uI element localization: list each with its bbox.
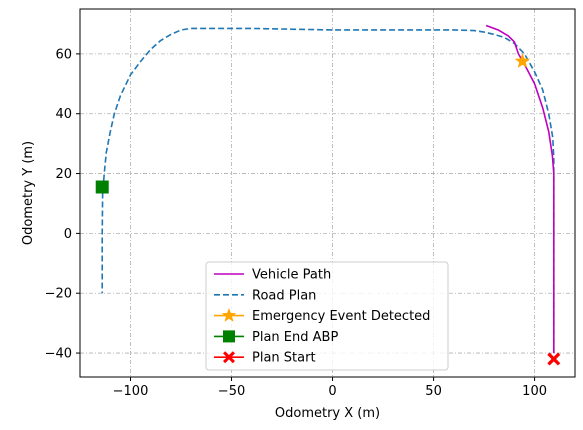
x-tick-label: 100 <box>522 384 547 399</box>
x-tick-label: 0 <box>328 384 336 399</box>
y-tick-label: 40 <box>55 107 72 122</box>
x-axis-label: Odometry X (m) <box>275 406 380 421</box>
legend-label: Plan Start <box>252 351 316 366</box>
x-tick-label: −100 <box>113 384 149 399</box>
plan-end-abp-marker <box>95 180 109 194</box>
legend-marker <box>223 330 235 343</box>
y-axis-ticks: −40 −20 0 20 40 60 <box>45 47 80 362</box>
legend-label: Emergency Event Detected <box>252 309 430 324</box>
y-tick-label: 0 <box>64 227 72 242</box>
legend-entry-plan-start: Plan Start <box>214 351 316 366</box>
vehicle-path-line <box>485 24 555 354</box>
legend-entry-vehicle-path: Vehicle Path <box>214 268 331 283</box>
legend-entry-road-plan: Road Plan <box>214 288 316 303</box>
plan-start-marker <box>547 352 561 366</box>
y-axis-label: Odometry Y (m) <box>21 141 36 245</box>
legend: Vehicle Path Road Plan Emergency Event Det… <box>205 261 449 371</box>
legend-marker <box>221 307 237 322</box>
legend-label: Road Plan <box>252 288 316 303</box>
y-tick-label: −20 <box>45 287 72 302</box>
axes-frame <box>79 8 576 378</box>
x-axis-ticks: −100 −50 0 50 100 <box>113 377 547 399</box>
y-tick-label: −40 <box>45 347 72 362</box>
y-tick-label: 20 <box>55 167 72 182</box>
x-tick-label: 50 <box>425 384 442 399</box>
legend-entry-emergency-event-detected: Emergency Event Detected <box>214 307 430 324</box>
emergency-event-detected-marker <box>514 53 531 69</box>
legend-marker <box>223 351 235 364</box>
x-tick-label: −50 <box>218 384 245 399</box>
road-plan-line <box>101 27 555 354</box>
legend-box <box>205 261 449 371</box>
legend-entry-plan-end-abp: Plan End ABP <box>214 330 338 345</box>
plot-series <box>95 24 561 366</box>
y-tick-label: 60 <box>55 47 72 62</box>
legend-label: Vehicle Path <box>252 268 331 283</box>
legend-label: Plan End ABP <box>252 330 338 345</box>
